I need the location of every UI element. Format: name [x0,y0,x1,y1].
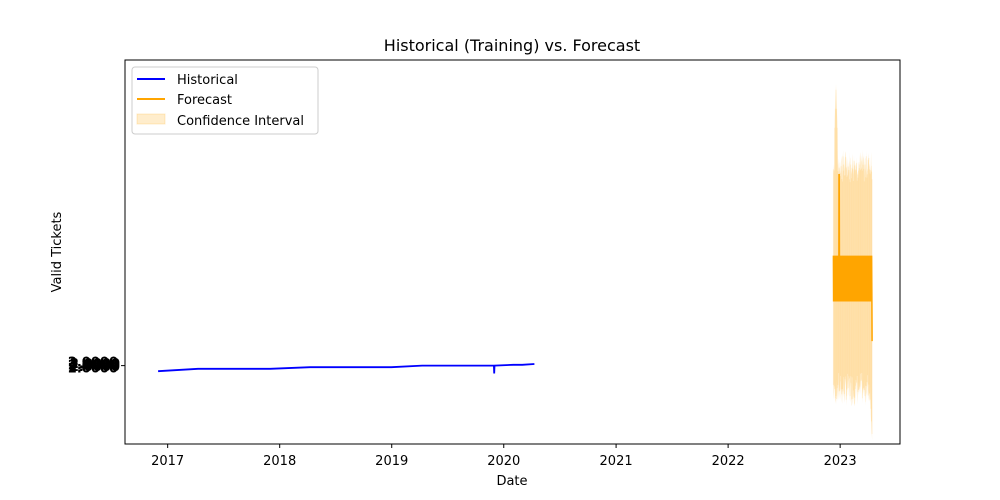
x-tick-label-2020: 2020 [487,454,520,469]
legend-box [131,66,319,135]
legend-ci-label: Confidence Interval [177,114,304,129]
x-tick-label-2023: 2023 [824,454,857,469]
y-tick-label: 2.0000 [68,356,118,371]
y-axis-label: Valid Tickets [50,211,65,292]
legend-historical-label: Historical [177,73,238,88]
x-tick-label-2022: 2022 [712,454,745,469]
chart-title: Historical (Training) vs. Forecast [384,36,640,55]
x-tick-label-2019: 2019 [375,454,408,469]
y-tick-label: 2.0000 [68,362,118,377]
legend: Historical Forecast Confidence Interval [131,66,319,135]
x-tick-label-2017: 2017 [151,454,184,469]
y-tick-label: 2.0000 [70,360,120,375]
legend-ci-swatch [136,113,166,125]
x-axis-label: Date [496,474,527,489]
y-tick-label: 2.0000 [70,357,120,372]
x-axis-ticks: 2017 2018 2019 2020 2021 2022 2023 [151,444,857,469]
plot-frame [124,59,901,445]
x-tick-label-2021: 2021 [600,454,633,469]
legend-forecast-label: Forecast [177,93,232,108]
forecast-line [832,174,873,342]
historical-line [158,363,535,374]
y-tick-label: 2.0000 [68,359,118,374]
series-layer [158,174,873,374]
x-tick-label-2018: 2018 [263,454,296,469]
